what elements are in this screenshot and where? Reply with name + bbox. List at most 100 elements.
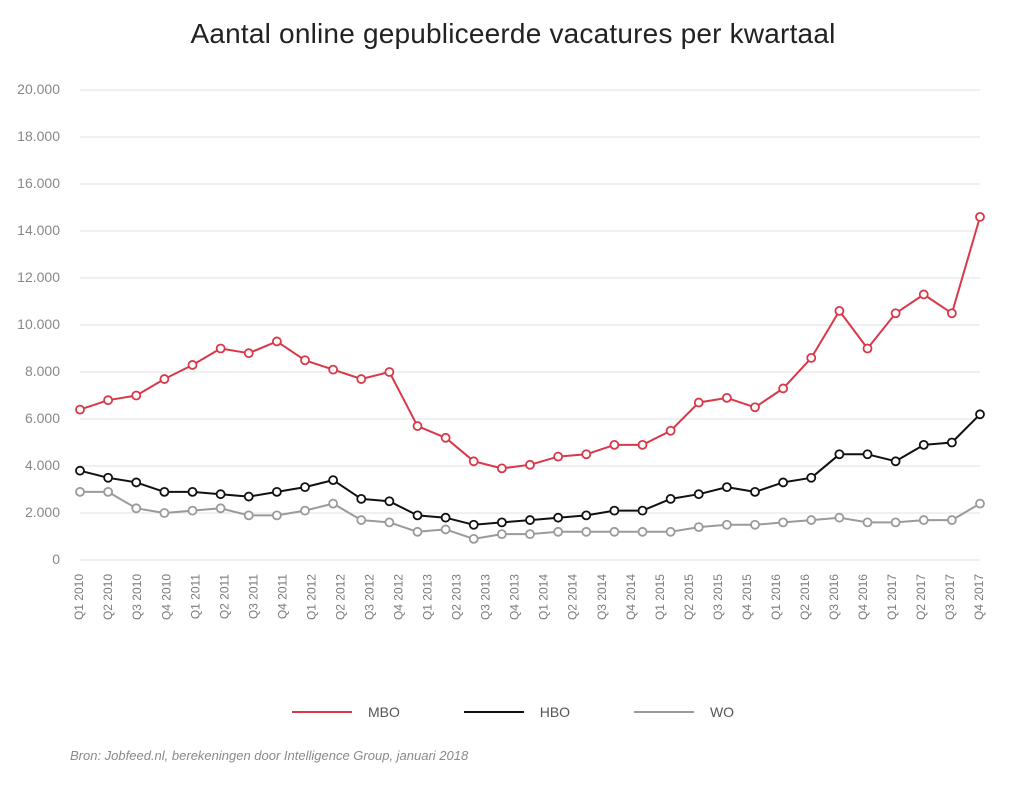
series-marker-wo: [610, 528, 618, 536]
series-marker-hbo: [470, 521, 478, 529]
series-marker-mbo: [807, 354, 815, 362]
series-marker-hbo: [526, 516, 534, 524]
x-axis-tick-label: Q4 2012: [392, 574, 406, 620]
x-axis-tick-label: Q1 2012: [304, 574, 318, 620]
x-axis-tick-label: Q1 2013: [421, 574, 435, 620]
series-marker-hbo: [639, 507, 647, 515]
series-marker-wo: [582, 528, 590, 536]
y-axis-tick-label: 2.000: [0, 504, 60, 520]
series-marker-mbo: [526, 461, 534, 469]
series-marker-hbo: [582, 511, 590, 519]
series-marker-wo: [920, 516, 928, 524]
series-marker-mbo: [667, 427, 675, 435]
series-marker-hbo: [189, 488, 197, 496]
series-marker-hbo: [723, 483, 731, 491]
x-axis-tick-label: Q1 2010: [72, 574, 86, 620]
x-axis-tick-label: Q1 2017: [885, 574, 899, 620]
series-marker-mbo: [892, 309, 900, 317]
y-axis-tick-label: 18.000: [0, 128, 60, 144]
series-marker-wo: [807, 516, 815, 524]
x-axis-tick-label: Q2 2011: [217, 574, 231, 619]
series-marker-wo: [526, 530, 534, 538]
series-marker-mbo: [301, 356, 309, 364]
series-marker-wo: [132, 504, 140, 512]
legend-label: HBO: [540, 704, 570, 720]
series-marker-wo: [667, 528, 675, 536]
legend-label: MBO: [368, 704, 400, 720]
series-marker-mbo: [357, 375, 365, 383]
series-marker-mbo: [695, 399, 703, 407]
series-marker-hbo: [695, 490, 703, 498]
x-axis-tick-label: Q4 2010: [159, 574, 173, 620]
y-axis-tick-label: 16.000: [0, 175, 60, 191]
series-marker-wo: [779, 518, 787, 526]
series-marker-hbo: [442, 514, 450, 522]
series-marker-hbo: [301, 483, 309, 491]
series-marker-hbo: [920, 441, 928, 449]
series-marker-hbo: [160, 488, 168, 496]
series-marker-wo: [695, 523, 703, 531]
x-axis-tick-label: Q3 2017: [943, 574, 957, 620]
series-marker-hbo: [667, 495, 675, 503]
y-axis-tick-label: 20.000: [0, 81, 60, 97]
y-axis-tick-label: 6.000: [0, 410, 60, 426]
series-marker-wo: [385, 518, 393, 526]
x-axis-tick-label: Q2 2016: [798, 574, 812, 620]
series-marker-wo: [864, 518, 872, 526]
chart-plot-area: Q1 2010Q2 2010Q3 2010Q4 2010Q1 2011Q2 20…: [70, 80, 990, 600]
series-marker-wo: [245, 511, 253, 519]
series-marker-wo: [470, 535, 478, 543]
series-marker-hbo: [554, 514, 562, 522]
series-marker-mbo: [779, 384, 787, 392]
series-marker-mbo: [498, 464, 506, 472]
x-axis-tick-label: Q1 2016: [769, 574, 783, 620]
x-axis-tick-label: Q2 2014: [566, 574, 580, 620]
series-marker-mbo: [273, 337, 281, 345]
series-marker-mbo: [442, 434, 450, 442]
y-axis-tick-label: 0: [0, 551, 60, 567]
x-axis-tick-label: Q1 2014: [537, 574, 551, 620]
y-axis-tick-label: 12.000: [0, 269, 60, 285]
x-axis-tick-label: Q4 2011: [275, 574, 289, 619]
x-axis-tick-label: Q2 2012: [333, 574, 347, 620]
series-marker-wo: [442, 525, 450, 533]
series-marker-hbo: [892, 457, 900, 465]
x-axis-tick-label: Q4 2014: [624, 574, 638, 620]
series-marker-hbo: [385, 497, 393, 505]
series-marker-hbo: [751, 488, 759, 496]
series-marker-mbo: [385, 368, 393, 376]
series-marker-hbo: [807, 474, 815, 482]
series-marker-wo: [301, 507, 309, 515]
x-axis-tick-label: Q3 2015: [711, 574, 725, 620]
series-marker-mbo: [470, 457, 478, 465]
series-marker-mbo: [976, 213, 984, 221]
series-marker-wo: [217, 504, 225, 512]
series-marker-wo: [329, 500, 337, 508]
series-marker-wo: [414, 528, 422, 536]
series-marker-wo: [976, 500, 984, 508]
series-marker-mbo: [610, 441, 618, 449]
series-marker-hbo: [273, 488, 281, 496]
x-axis-tick-label: Q4 2015: [740, 574, 754, 620]
series-marker-wo: [104, 488, 112, 496]
x-axis-tick-label: Q2 2010: [101, 574, 115, 620]
x-axis-tick-label: Q3 2010: [130, 574, 144, 620]
series-marker-hbo: [245, 493, 253, 501]
series-marker-mbo: [751, 403, 759, 411]
x-axis-tick-label: Q2 2015: [682, 574, 696, 620]
x-axis-tick-label: Q3 2013: [479, 574, 493, 620]
y-axis-tick-label: 8.000: [0, 363, 60, 379]
series-line-mbo: [80, 217, 980, 469]
x-axis-tick-label: Q4 2013: [508, 574, 522, 620]
series-marker-mbo: [920, 290, 928, 298]
y-axis-tick-label: 10.000: [0, 316, 60, 332]
series-marker-hbo: [779, 478, 787, 486]
series-marker-hbo: [976, 410, 984, 418]
series-marker-mbo: [217, 345, 225, 353]
legend-item-wo: WO: [634, 704, 734, 720]
series-marker-hbo: [498, 518, 506, 526]
series-marker-hbo: [414, 511, 422, 519]
series-marker-wo: [498, 530, 506, 538]
series-marker-hbo: [864, 450, 872, 458]
x-axis-tick-label: Q4 2016: [856, 574, 870, 620]
